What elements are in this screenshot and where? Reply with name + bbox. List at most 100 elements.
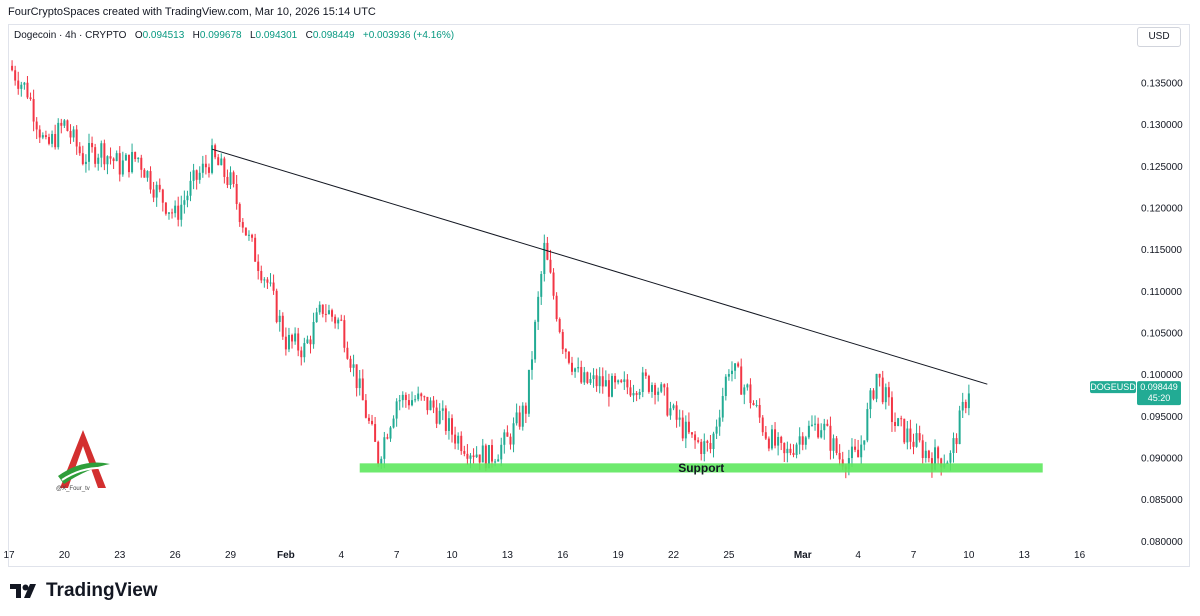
candle-body [924, 450, 927, 458]
candle-body [75, 129, 78, 147]
candle-body [734, 363, 737, 371]
candle-body [715, 426, 718, 434]
candle-body [878, 373, 881, 378]
x-tick-label: 29 [225, 550, 237, 561]
trend-line [211, 148, 988, 385]
candle-body [746, 384, 749, 388]
candle-body [897, 418, 900, 426]
y-tick-label: 0.105000 [1141, 329, 1183, 340]
candle-body [537, 296, 540, 322]
candle-body [527, 369, 530, 414]
candle-body [900, 418, 903, 420]
candle-body [121, 160, 124, 175]
candle-body [417, 393, 420, 400]
candle-body [854, 446, 857, 450]
candle-body [491, 445, 494, 462]
candle-body [598, 376, 601, 387]
candle-body [875, 373, 878, 399]
candle-body [727, 374, 730, 377]
candle-body [371, 420, 374, 425]
candle-body [918, 433, 921, 441]
candle-body [334, 316, 337, 324]
candle-body [792, 452, 795, 455]
candle-body [152, 189, 155, 198]
candle-body [829, 425, 832, 451]
candle-body [964, 401, 967, 409]
candle-body [546, 242, 549, 260]
candle-body [749, 384, 752, 404]
candle-body [189, 180, 192, 196]
candle-body [124, 154, 127, 161]
candle-body [426, 396, 429, 411]
candle-body [826, 423, 829, 426]
candle-body [552, 272, 555, 296]
candle-body [211, 145, 214, 173]
candle-body [850, 446, 853, 459]
low-label: L [249, 30, 256, 41]
candle-body [352, 364, 355, 368]
candle-body [155, 184, 158, 198]
tradingview-brand[interactable]: TradingView [10, 580, 158, 602]
candle-body [127, 154, 130, 173]
candle-body [183, 200, 186, 205]
candle-body [87, 143, 90, 162]
high-value: 0.099678 [199, 30, 242, 41]
candle-body [690, 432, 693, 435]
candle-body [457, 435, 460, 444]
candle-body [912, 441, 915, 447]
candle-body [835, 438, 838, 453]
candle-body [146, 171, 149, 178]
candle-body [737, 363, 740, 367]
candle-body [303, 343, 306, 358]
currency-button[interactable]: USD [1137, 27, 1181, 47]
x-tick-label: 13 [502, 550, 514, 561]
candle-body [263, 279, 266, 281]
candle-body [404, 394, 407, 401]
x-tick-label: 13 [1019, 550, 1031, 561]
candle-body [134, 152, 137, 160]
candle-body [884, 387, 887, 403]
candle-body [706, 441, 709, 443]
y-tick-label: 0.120000 [1141, 204, 1183, 215]
x-tick-label: 25 [723, 550, 735, 561]
candle-body [429, 400, 432, 411]
candle-body [940, 458, 943, 468]
candle-body [78, 146, 81, 154]
candle-body [740, 366, 743, 395]
candle-body [444, 408, 447, 431]
price-tag-countdown: 45:20 [1148, 393, 1171, 403]
brand-name: TradingView [46, 580, 158, 601]
candle-body [269, 282, 272, 284]
candle-body [580, 367, 583, 383]
candle-body [17, 80, 20, 89]
candle-body [509, 436, 512, 445]
candle-body [106, 156, 109, 165]
candle-body [140, 157, 143, 170]
x-tick-label: 4 [855, 550, 861, 561]
symbol-name[interactable]: Dogecoin · 4h · CRYPTO [14, 30, 127, 41]
candle-body [777, 436, 780, 446]
candle-body [204, 163, 207, 168]
candle-body [32, 99, 35, 122]
x-tick-label: 7 [394, 550, 400, 561]
candle-body [937, 447, 940, 459]
candle-body [91, 143, 94, 148]
candle-body [934, 447, 937, 470]
candle-body [817, 423, 820, 438]
candle-body [820, 430, 823, 438]
x-tick-label: 20 [59, 550, 71, 561]
candle-body [583, 372, 586, 383]
candle-body [340, 319, 343, 321]
candle-body [69, 130, 72, 138]
watermark-handle: @X_Four_tv [56, 486, 90, 492]
candle-body [466, 453, 469, 459]
open-label: O [134, 30, 143, 41]
candle-body [697, 440, 700, 442]
candle-body [266, 279, 269, 283]
x-tick-label: 16 [557, 550, 569, 561]
candle-body [383, 437, 386, 459]
candle-body [946, 462, 949, 464]
candle-body [294, 333, 297, 342]
